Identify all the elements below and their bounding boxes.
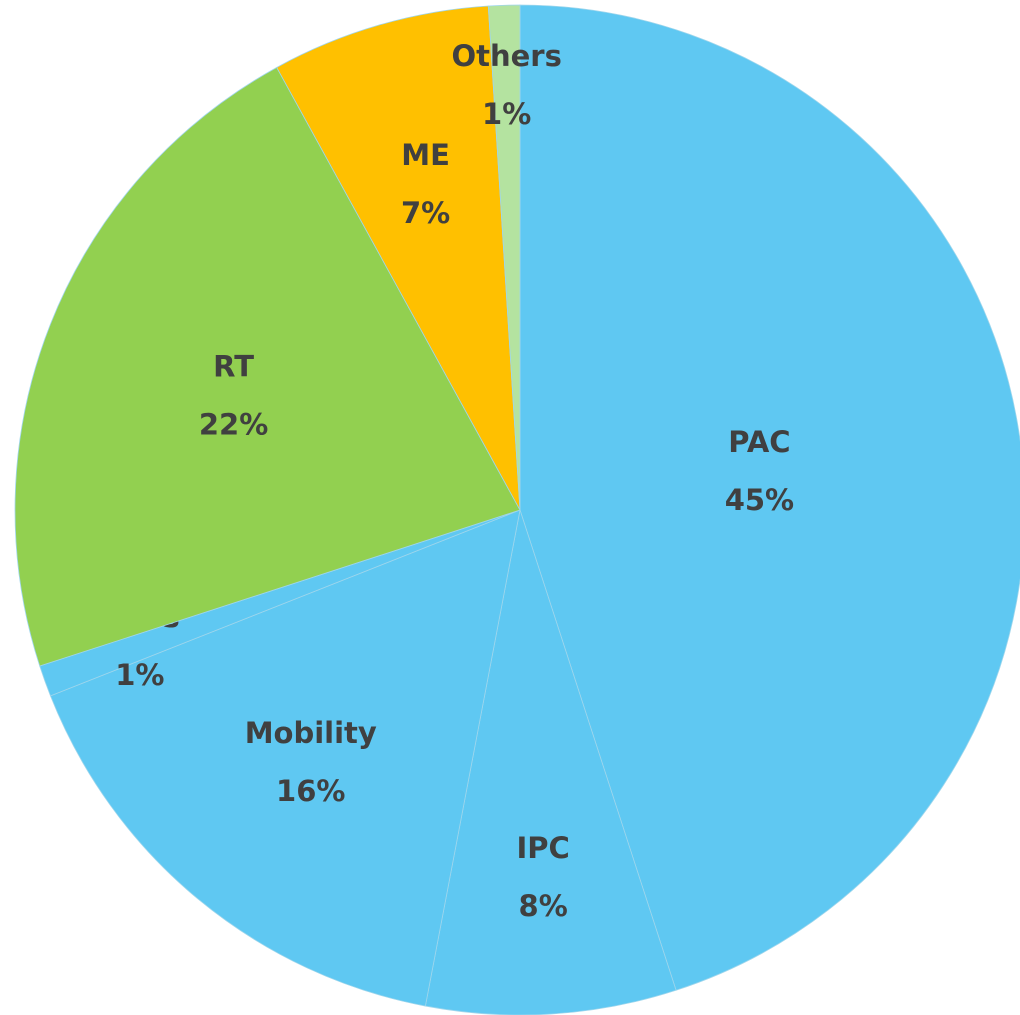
slice-value-label: 1% (482, 97, 531, 131)
pie-slice (14, 66, 521, 667)
pie-slice (487, 4, 521, 511)
slice-value-label: 45% (725, 483, 794, 517)
slice-label: Others (451, 39, 561, 73)
slice-label: RT (213, 350, 254, 384)
slice-label: PAC (728, 425, 790, 459)
pie-slice (276, 5, 521, 511)
pie-slice (519, 4, 1020, 991)
slice-label: IPC (516, 831, 569, 865)
slice-label: Mobility (245, 716, 377, 750)
pie-slice (424, 509, 677, 1015)
slice-label: ME (401, 138, 450, 172)
pie-slice (49, 509, 521, 1007)
slice-value-label: 22% (199, 408, 268, 442)
slice-value-label: 8% (519, 889, 568, 923)
slice-value-label: 16% (276, 774, 345, 808)
slice-value-label: 1% (115, 658, 164, 692)
slice-value-label: 7% (401, 196, 450, 230)
